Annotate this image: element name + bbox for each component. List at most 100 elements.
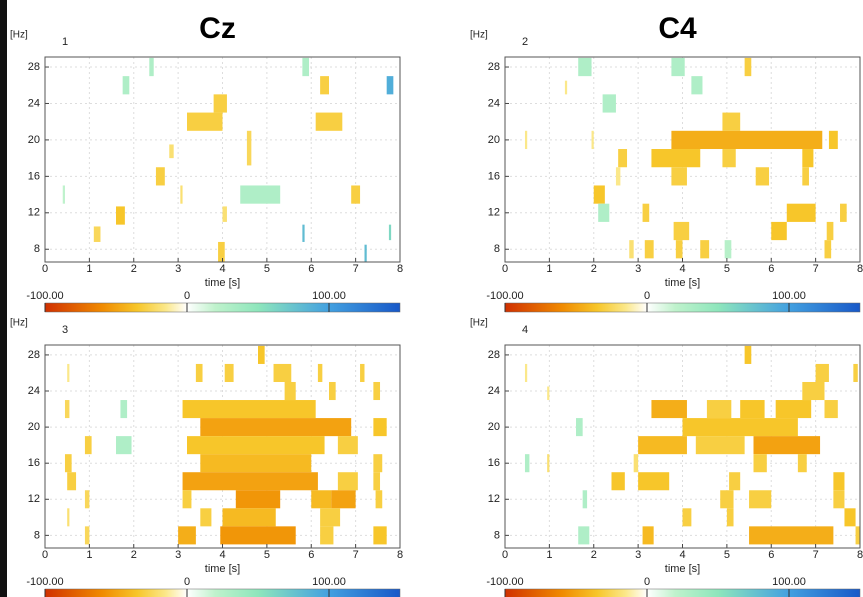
tf-cell xyxy=(62,185,65,204)
y-tick-label: 12 xyxy=(28,207,40,219)
x-tick-label: 3 xyxy=(175,263,181,275)
tf-cell xyxy=(373,418,387,437)
x-tick-label: 2 xyxy=(591,263,597,275)
tf-cell xyxy=(329,381,336,401)
plot-area xyxy=(45,345,400,548)
x-tick-label: 6 xyxy=(768,263,774,275)
panel-label: 4 xyxy=(522,324,528,336)
x-tick-label: 5 xyxy=(264,263,270,275)
y-tick-label: 28 xyxy=(28,349,40,361)
x-tick-label: 6 xyxy=(768,549,774,561)
tf-cell xyxy=(246,130,252,166)
tf-cell xyxy=(638,472,670,491)
x-tick-label: 4 xyxy=(679,263,685,275)
tf-cell xyxy=(200,454,312,473)
y-tick-label: 8 xyxy=(494,243,500,255)
tf-cell xyxy=(578,526,590,545)
x-tick-label: 7 xyxy=(813,549,819,561)
tf-cell xyxy=(84,526,90,545)
panel-title: C4 xyxy=(658,12,697,45)
x-tick-label: 2 xyxy=(131,549,137,561)
colorbar-tick-label: 0 xyxy=(184,290,190,302)
tf-cell xyxy=(722,112,741,131)
x-tick-label: 1 xyxy=(546,549,552,561)
tf-cell xyxy=(331,490,356,509)
tf-cell xyxy=(360,363,365,382)
plot-area xyxy=(505,57,860,262)
tf-cell xyxy=(169,144,174,159)
tf-cell xyxy=(749,490,772,509)
y-tick-label: 16 xyxy=(28,170,40,182)
tf-cell xyxy=(815,363,829,382)
tf-cell xyxy=(724,240,732,259)
y-tick-label: 20 xyxy=(28,134,40,146)
edge-strip xyxy=(0,0,7,597)
y-axis-label: [Hz] xyxy=(10,30,28,41)
tf-cell xyxy=(642,203,650,222)
colorbar-tick-label: 0 xyxy=(184,576,190,588)
tf-cell xyxy=(802,167,809,186)
panel-label: 2 xyxy=(522,36,528,48)
colorbar-tick-label: 100.00 xyxy=(312,290,346,302)
tf-cell xyxy=(84,436,92,455)
tf-cell xyxy=(524,363,528,382)
colorbar-tick-label: -100.00 xyxy=(486,576,523,588)
tf-cell xyxy=(320,526,334,545)
tf-cell xyxy=(524,454,530,473)
tf-cell xyxy=(64,454,72,473)
x-tick-label: 4 xyxy=(679,549,685,561)
plot-frame xyxy=(504,344,861,549)
y-axis-label: [Hz] xyxy=(470,30,488,41)
tf-cell xyxy=(320,76,329,95)
y-tick-label: 16 xyxy=(28,457,40,469)
tf-cell xyxy=(593,185,605,204)
tf-cell xyxy=(182,472,318,491)
x-tick-label: 1 xyxy=(86,549,92,561)
tf-cell xyxy=(826,221,834,241)
colorbar-tick-label: -100.00 xyxy=(486,290,523,302)
tf-cell xyxy=(744,57,752,77)
tf-cell xyxy=(749,526,834,545)
tf-cell xyxy=(93,226,101,242)
x-axis-label: time [s] xyxy=(205,277,240,289)
x-tick-label: 7 xyxy=(353,263,359,275)
tf-cell xyxy=(182,490,192,509)
x-tick-label: 6 xyxy=(308,549,314,561)
plot-area xyxy=(505,345,860,548)
colorbar xyxy=(44,302,401,313)
tf-cell xyxy=(602,94,616,113)
tf-cell xyxy=(802,149,814,168)
tf-cell xyxy=(200,508,212,527)
tf-cell xyxy=(726,508,734,527)
y-tick-label: 12 xyxy=(28,493,40,505)
tf-cell xyxy=(386,76,394,95)
tf-cell xyxy=(671,57,685,77)
tf-cell xyxy=(120,400,128,419)
colorbar-tick-label: -100.00 xyxy=(26,576,63,588)
colorbar-tick-label: 0 xyxy=(644,290,650,302)
tf-cell xyxy=(578,57,592,77)
x-tick-label: 3 xyxy=(175,549,181,561)
tf-cell xyxy=(180,185,183,204)
y-tick-label: 16 xyxy=(488,457,500,469)
x-tick-label: 2 xyxy=(131,263,137,275)
y-tick-label: 24 xyxy=(28,97,40,109)
y-axis-label: [Hz] xyxy=(470,318,488,329)
y-tick-label: 20 xyxy=(488,134,500,146)
tf-cell xyxy=(642,526,654,545)
tf-cell xyxy=(682,418,798,437)
colorbar-tick-label: -100.00 xyxy=(26,290,63,302)
tf-cell xyxy=(317,363,323,382)
x-axis-label: time [s] xyxy=(205,563,240,575)
plot-frame xyxy=(44,344,401,549)
tf-cell xyxy=(222,508,276,527)
tf-cell xyxy=(258,345,265,364)
x-tick-label: 3 xyxy=(635,549,641,561)
y-tick-label: 28 xyxy=(488,349,500,361)
tf-cell xyxy=(273,363,292,382)
y-tick-label: 24 xyxy=(488,97,500,109)
tf-cell xyxy=(240,185,281,204)
tf-cell xyxy=(824,240,832,259)
tf-cell xyxy=(598,203,610,222)
